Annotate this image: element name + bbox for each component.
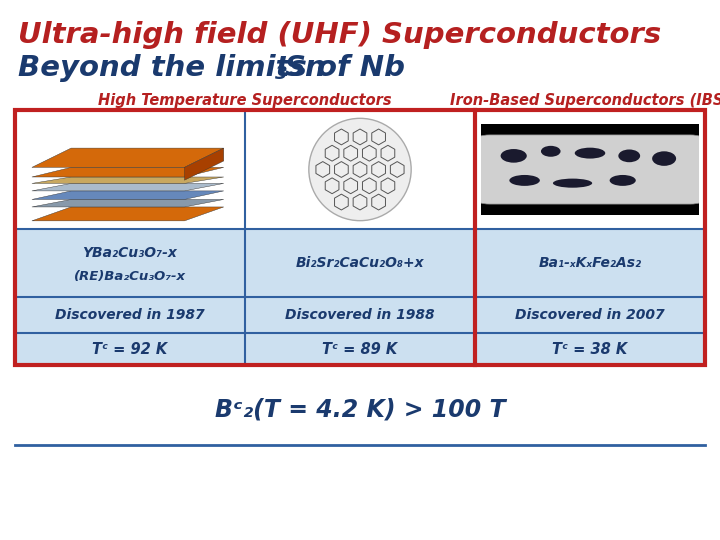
Text: Discovered in 1988: Discovered in 1988 — [285, 308, 435, 322]
Text: Ultra-high field (UHF) Superconductors: Ultra-high field (UHF) Superconductors — [18, 21, 661, 49]
FancyBboxPatch shape — [477, 135, 703, 204]
Ellipse shape — [509, 175, 540, 186]
Polygon shape — [32, 167, 224, 177]
Ellipse shape — [553, 179, 592, 188]
Polygon shape — [32, 199, 224, 207]
Ellipse shape — [575, 147, 606, 159]
Text: Tᶜ = 38 K: Tᶜ = 38 K — [552, 341, 628, 356]
Text: Discovered in 1987: Discovered in 1987 — [55, 308, 204, 322]
Polygon shape — [32, 184, 224, 191]
Text: Bᶜ₂(T = 4.2 K) > 100 T: Bᶜ₂(T = 4.2 K) > 100 T — [215, 398, 505, 422]
Polygon shape — [32, 177, 224, 184]
Bar — [15, 297, 705, 333]
Polygon shape — [32, 207, 224, 221]
Ellipse shape — [541, 146, 561, 157]
Polygon shape — [32, 191, 224, 199]
Ellipse shape — [309, 118, 411, 221]
Bar — [15, 110, 705, 229]
Text: Tᶜ = 89 K: Tᶜ = 89 K — [323, 341, 397, 356]
Bar — [15, 229, 705, 297]
Text: Beyond the limits of Nb: Beyond the limits of Nb — [18, 54, 405, 82]
Text: High Temperature Superconductors: High Temperature Superconductors — [98, 92, 392, 107]
Ellipse shape — [610, 175, 636, 186]
Text: (RE)Ba₂Cu₃O₇-x: (RE)Ba₂Cu₃O₇-x — [74, 270, 186, 283]
Ellipse shape — [618, 150, 640, 162]
Text: Discovered in 2007: Discovered in 2007 — [516, 308, 665, 322]
Text: Sn: Sn — [285, 54, 327, 82]
Text: Bi₂Sr₂CaCu₂O₈+x: Bi₂Sr₂CaCu₂O₈+x — [296, 256, 424, 270]
Polygon shape — [32, 148, 224, 167]
Ellipse shape — [500, 149, 527, 163]
Bar — [15, 333, 705, 365]
Text: 3: 3 — [275, 65, 287, 83]
Polygon shape — [184, 148, 224, 180]
Text: Tᶜ = 92 K: Tᶜ = 92 K — [92, 341, 168, 356]
Ellipse shape — [652, 151, 676, 166]
Text: YBa₂Cu₃O₇-x: YBa₂Cu₃O₇-x — [83, 246, 177, 260]
Bar — [15, 110, 705, 365]
Text: Ba₁-ₓKₓFe₂As₂: Ba₁-ₓKₓFe₂As₂ — [539, 256, 642, 270]
Text: Iron-Based Superconductors (IBS): Iron-Based Superconductors (IBS) — [450, 92, 720, 107]
